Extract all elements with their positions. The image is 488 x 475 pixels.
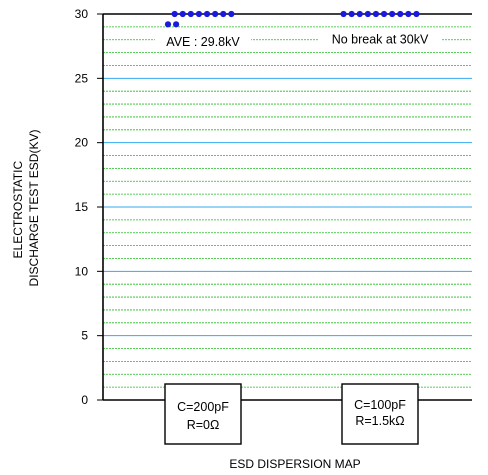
y-tick-label: 0 bbox=[81, 393, 88, 407]
condition-box bbox=[341, 383, 419, 445]
condition-resistance: R=1.5kΩ bbox=[355, 414, 404, 428]
data-point bbox=[364, 10, 371, 18]
y-tick-labels: 0 5 10 15 20 25 30 bbox=[75, 7, 103, 407]
data-point bbox=[220, 10, 227, 18]
data-point bbox=[164, 21, 172, 28]
y-tick-label: 5 bbox=[81, 329, 88, 343]
data-point bbox=[389, 10, 396, 18]
data-point bbox=[405, 10, 412, 18]
y-axis-label: ELECTROSTATIC DISCHARGE TEST ESD(KV) bbox=[11, 130, 41, 287]
data-point bbox=[173, 21, 180, 28]
condition-labels: C=200pF R=0Ω C=100pF R=1.5kΩ bbox=[164, 383, 419, 445]
no-break-annotation: No break at 30kV bbox=[332, 33, 429, 47]
axis-labels: ESD DISPERSION MAP ELECTROSTATIC DISCHAR… bbox=[11, 130, 361, 471]
data-point bbox=[179, 10, 186, 18]
average-annotation: AVE : 29.8kV bbox=[166, 35, 240, 49]
data-points bbox=[164, 10, 420, 28]
data-point bbox=[203, 10, 211, 18]
condition-resistance: R=0Ω bbox=[187, 418, 220, 432]
data-point bbox=[195, 10, 203, 18]
data-point bbox=[372, 10, 380, 18]
y-axis-label-line-2: DISCHARGE TEST ESD(KV) bbox=[27, 130, 41, 287]
data-point bbox=[171, 10, 178, 18]
data-point bbox=[228, 10, 235, 18]
y-tick-label: 25 bbox=[75, 71, 89, 85]
condition-capacitance: C=100pF bbox=[354, 398, 406, 412]
y-tick-label: 10 bbox=[75, 264, 89, 278]
data-point bbox=[356, 10, 363, 18]
data-point bbox=[380, 10, 388, 18]
y-tick-label: 30 bbox=[75, 7, 89, 21]
condition-capacitance: C=200pF bbox=[177, 400, 229, 414]
y-tick-label: 15 bbox=[75, 200, 89, 214]
x-axis-label: ESD DISPERSION MAP bbox=[229, 457, 360, 471]
annotation-background bbox=[155, 34, 251, 52]
data-point bbox=[187, 10, 194, 18]
condition-box bbox=[164, 383, 242, 445]
data-point bbox=[212, 10, 219, 18]
data-point bbox=[348, 10, 355, 18]
data-point bbox=[340, 10, 347, 18]
y-tick-label: 20 bbox=[75, 136, 89, 150]
grid-lines bbox=[103, 26, 472, 388]
annotation-background bbox=[318, 31, 442, 49]
y-axis-label-line-1: ELECTROSTATIC bbox=[11, 161, 25, 259]
data-point bbox=[397, 10, 404, 18]
annotations: AVE : 29.8kV No break at 30kV bbox=[155, 31, 442, 52]
data-point bbox=[413, 10, 420, 18]
